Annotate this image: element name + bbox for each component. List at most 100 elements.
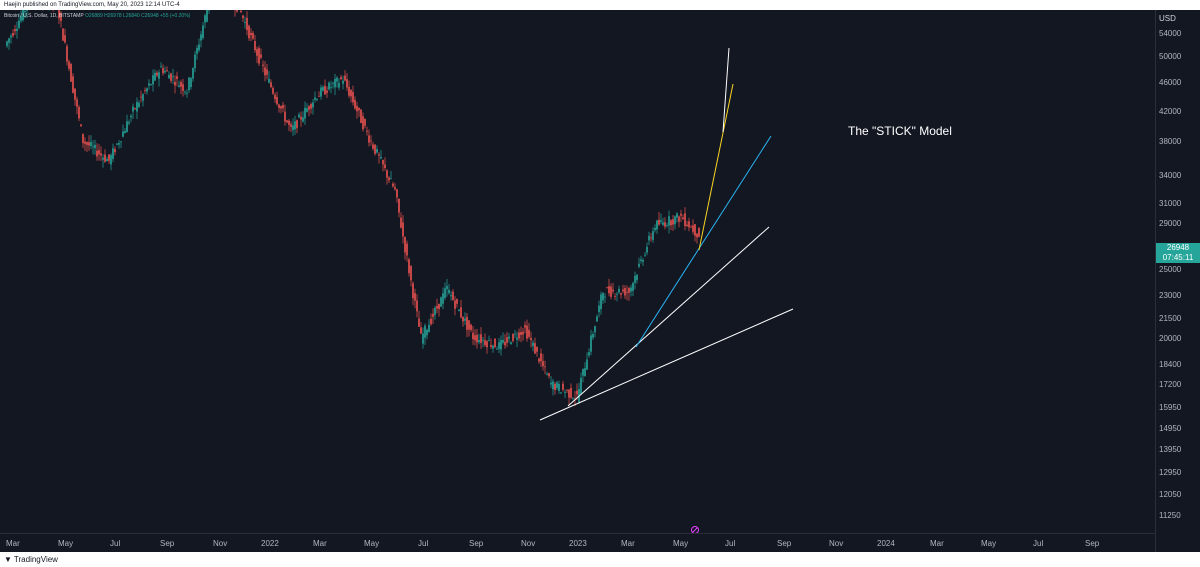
- candle-body: [388, 177, 390, 181]
- candle-body: [430, 318, 432, 325]
- candle-body: [504, 341, 506, 346]
- candle-body: [168, 74, 170, 79]
- candle-body: [194, 54, 196, 69]
- candle-body: [204, 15, 206, 23]
- time-tick-label: Jul: [110, 539, 120, 548]
- candle-body: [460, 307, 462, 318]
- trendline-white-steep[interactable]: [722, 47, 730, 133]
- time-tick-label: Nov: [829, 539, 843, 548]
- candle-body: [324, 85, 326, 95]
- candle-body: [16, 28, 18, 32]
- candle-body: [182, 84, 184, 91]
- trendlines[interactable]: [539, 47, 794, 421]
- candle-body: [546, 373, 548, 375]
- candle-body: [548, 373, 550, 377]
- candle-body: [356, 105, 358, 112]
- candle-body: [132, 106, 134, 112]
- candle-body: [92, 146, 94, 148]
- price-axis[interactable]: USD 54000 50000 46000 42000 38000 34000 31000 2…: [1155, 10, 1200, 552]
- candle-body: [400, 217, 402, 228]
- candle-body: [318, 95, 320, 97]
- candle-body: [180, 82, 182, 87]
- candle-body: [118, 143, 120, 145]
- candle-body: [406, 243, 408, 256]
- candle-body: [276, 97, 278, 105]
- price-tick-label: 13950: [1159, 445, 1182, 454]
- candle-body: [100, 153, 102, 156]
- candle-body: [664, 222, 666, 227]
- time-tick-label: Sep: [469, 539, 484, 548]
- price-tick-label: 12950: [1159, 468, 1182, 477]
- candle-body: [128, 122, 130, 124]
- candle-body: [64, 35, 66, 43]
- candle-body: [426, 329, 428, 336]
- candle-body: [264, 67, 266, 76]
- candle-body: [574, 398, 576, 400]
- candle-body: [304, 107, 306, 119]
- candle-body: [590, 335, 592, 352]
- candle-body: [114, 149, 116, 153]
- candle-body: [372, 144, 374, 149]
- candle-body: [246, 17, 248, 31]
- candle-body: [330, 87, 332, 88]
- candle-body: [444, 288, 446, 298]
- candle-body: [474, 335, 476, 341]
- candle-body: [416, 300, 418, 312]
- candle-body: [380, 157, 382, 159]
- price-tick-label: 23000: [1159, 291, 1182, 300]
- candle-body: [242, 15, 244, 19]
- candle-body: [394, 187, 396, 190]
- candle-body: [630, 287, 632, 292]
- candle-body: [688, 221, 690, 228]
- candle-body: [686, 224, 688, 226]
- candle-body: [552, 381, 554, 390]
- candle-body: [344, 75, 346, 81]
- symbol-legend[interactable]: Bitcoin / U.S. Dollar, 1D, BITSTAMP O268…: [4, 12, 190, 20]
- candle-body: [698, 227, 700, 237]
- candle-body: [62, 28, 64, 41]
- candle-body: [76, 99, 78, 107]
- candle-body: [624, 288, 626, 296]
- candle-body: [362, 116, 364, 130]
- candle-body: [174, 81, 176, 86]
- candle-body: [266, 69, 268, 75]
- trendline-blue[interactable]: [635, 135, 772, 348]
- trendline-yellow[interactable]: [698, 83, 734, 251]
- candle-body: [392, 183, 394, 187]
- candle-body: [274, 94, 276, 100]
- candle-body: [124, 131, 126, 134]
- candle-body: [176, 76, 178, 79]
- candle-body: [446, 286, 448, 290]
- candle-body: [410, 266, 412, 281]
- replay-icon[interactable]: [691, 526, 699, 534]
- candle-body: [424, 325, 426, 338]
- price-tick-label: 31000: [1159, 199, 1182, 208]
- price-chart[interactable]: The "STICK" Model: [0, 10, 1155, 533]
- candle-body: [82, 133, 84, 144]
- candle-body: [398, 198, 400, 213]
- time-tick-label: 2024: [877, 539, 895, 548]
- candle-body: [144, 90, 146, 91]
- candle-body: [350, 89, 352, 97]
- candle-body: [506, 337, 508, 343]
- candle-body: [202, 25, 204, 39]
- candle-body: [268, 78, 270, 83]
- candle-body: [680, 213, 682, 216]
- candle-body: [158, 72, 160, 79]
- time-axis[interactable]: Mar May Jul Sep Nov 2022 Mar May Jul Sep Nov 2023 Ma…: [0, 533, 1155, 552]
- candle-body: [616, 293, 618, 295]
- trendline-white-upper[interactable]: [567, 226, 770, 407]
- candle-body: [452, 291, 454, 301]
- candle-body: [102, 157, 104, 160]
- trendline-white-lower[interactable]: [539, 308, 794, 421]
- candle-body: [22, 10, 24, 21]
- candle-body: [468, 320, 470, 330]
- candle-body: [200, 34, 202, 41]
- tradingview-logo[interactable]: ▼ TradingView: [4, 555, 58, 564]
- candle-body: [442, 293, 444, 304]
- price-axis-currency: USD: [1159, 14, 1176, 23]
- time-tick-label: May: [981, 539, 996, 548]
- candle-body: [284, 111, 286, 122]
- candle-body: [88, 142, 90, 146]
- stick-model-annotation[interactable]: The "STICK" Model: [848, 124, 952, 138]
